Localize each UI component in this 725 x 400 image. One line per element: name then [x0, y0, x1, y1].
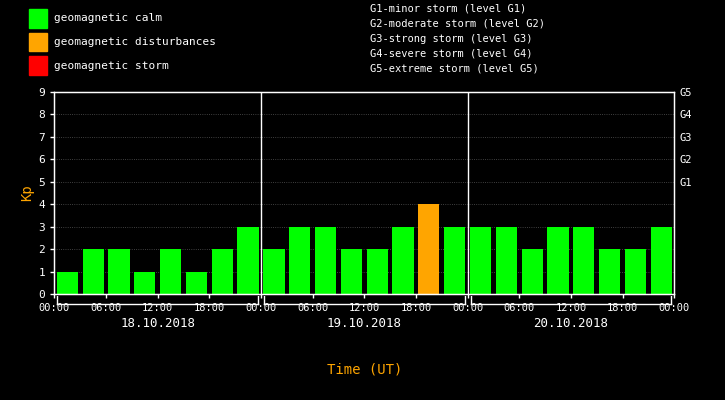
Bar	[599, 249, 621, 294]
Bar	[341, 249, 362, 294]
Bar	[289, 227, 310, 294]
Bar	[444, 227, 465, 294]
Bar	[496, 227, 517, 294]
Bar	[573, 227, 594, 294]
Text: geomagnetic storm: geomagnetic storm	[54, 60, 169, 70]
Bar	[212, 249, 233, 294]
Bar	[29, 33, 47, 51]
Bar	[470, 227, 491, 294]
Bar	[186, 272, 207, 294]
Text: 20.10.2018: 20.10.2018	[534, 317, 608, 330]
Text: G3-strong storm (level G3): G3-strong storm (level G3)	[370, 34, 532, 44]
Bar	[83, 249, 104, 294]
Bar	[392, 227, 414, 294]
Bar	[625, 249, 646, 294]
Text: 18.10.2018: 18.10.2018	[120, 317, 195, 330]
Text: geomagnetic disturbances: geomagnetic disturbances	[54, 37, 216, 47]
Text: Time (UT): Time (UT)	[327, 362, 402, 377]
Bar	[418, 204, 439, 294]
Bar	[651, 227, 672, 294]
Bar	[521, 249, 543, 294]
Bar	[367, 249, 388, 294]
Text: G2-moderate storm (level G2): G2-moderate storm (level G2)	[370, 18, 544, 28]
Bar	[29, 9, 47, 28]
Text: G4-severe storm (level G4): G4-severe storm (level G4)	[370, 49, 532, 59]
Bar	[134, 272, 155, 294]
Bar	[57, 272, 78, 294]
Bar	[263, 249, 284, 294]
Bar	[29, 56, 47, 75]
Text: G1-minor storm (level G1): G1-minor storm (level G1)	[370, 3, 526, 13]
Text: geomagnetic calm: geomagnetic calm	[54, 14, 162, 24]
Text: 19.10.2018: 19.10.2018	[327, 317, 402, 330]
Bar	[160, 249, 181, 294]
Bar	[238, 227, 259, 294]
Bar	[547, 227, 568, 294]
Y-axis label: Kp: Kp	[20, 185, 34, 201]
Bar	[108, 249, 130, 294]
Bar	[315, 227, 336, 294]
Text: G5-extreme storm (level G5): G5-extreme storm (level G5)	[370, 64, 539, 74]
